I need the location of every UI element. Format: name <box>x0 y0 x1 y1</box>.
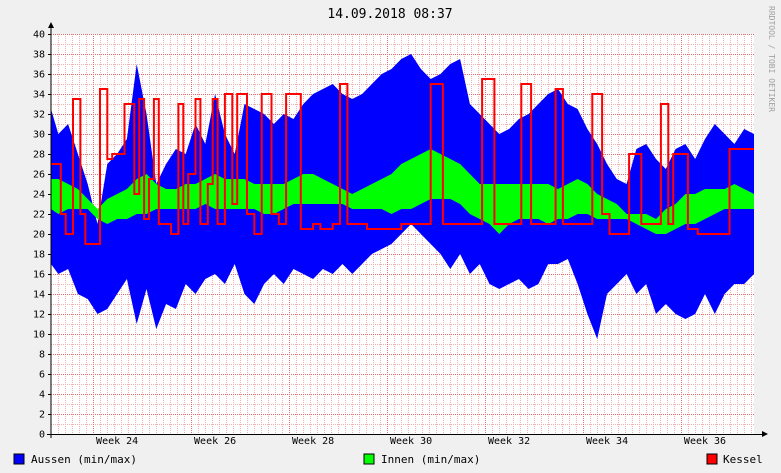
x-tick-label: Week 36 <box>684 436 726 447</box>
y-axis-arrow <box>48 22 54 28</box>
y-tick-label: 30 <box>33 130 45 141</box>
y-tick-label: 20 <box>33 230 45 241</box>
y-tick-label: 6 <box>39 370 45 381</box>
chart-title: 14.09.2018 08:37 <box>327 7 452 22</box>
y-tick-label: 40 <box>33 30 45 41</box>
y-tick-label: 24 <box>33 190 45 201</box>
legend-swatch-aussen <box>13 453 25 465</box>
y-tick-label: 10 <box>33 330 45 341</box>
y-tick-label: 16 <box>33 270 45 281</box>
axes <box>47 22 768 438</box>
y-tick-label: 38 <box>33 50 45 61</box>
x-tick-label: Week 34 <box>586 436 628 447</box>
y-tick-label: 14 <box>33 290 45 301</box>
x-axis-arrow <box>762 431 768 437</box>
y-tick-label: 22 <box>33 210 45 221</box>
rrdtool-watermark: RRDTOOL / TOBI OETIKER <box>767 6 776 112</box>
series-layer <box>51 54 754 339</box>
x-tick-label: Week 32 <box>488 436 530 447</box>
x-tick-label: Week 30 <box>390 436 432 447</box>
legend: Aussen (min/max) Innen (min/max) Kessel <box>13 453 763 466</box>
legend-swatch-kessel <box>706 453 718 465</box>
x-tick-label: Week 24 <box>96 436 138 447</box>
x-tick-labels: Week 24 Week 26 Week 28 Week 30 Week 32 Week … <box>96 436 726 447</box>
y-tick-label: 34 <box>33 90 45 101</box>
innen-band <box>51 149 754 234</box>
legend-swatch-innen <box>363 453 375 465</box>
x-tick-label: Week 28 <box>292 436 334 447</box>
kessel-line <box>51 78 754 245</box>
y-tick-label: 28 <box>33 150 45 161</box>
x-tick-label: Week 26 <box>194 436 236 447</box>
y-tick-label: 12 <box>33 310 45 321</box>
legend-label-aussen: Aussen (min/max) <box>31 453 137 466</box>
y-tick-label: 2 <box>39 410 45 421</box>
y-tick-label: 4 <box>39 390 45 401</box>
y-tick-label: 18 <box>33 250 45 261</box>
y-tick-label: 8 <box>39 350 45 361</box>
legend-label-kessel: Kessel <box>723 453 763 466</box>
y-tick-label: 0 <box>39 430 45 441</box>
y-tick-label: 36 <box>33 70 45 81</box>
legend-label-innen: Innen (min/max) <box>381 453 480 466</box>
y-tick-label: 26 <box>33 170 45 181</box>
y-tick-label: 32 <box>33 110 45 121</box>
